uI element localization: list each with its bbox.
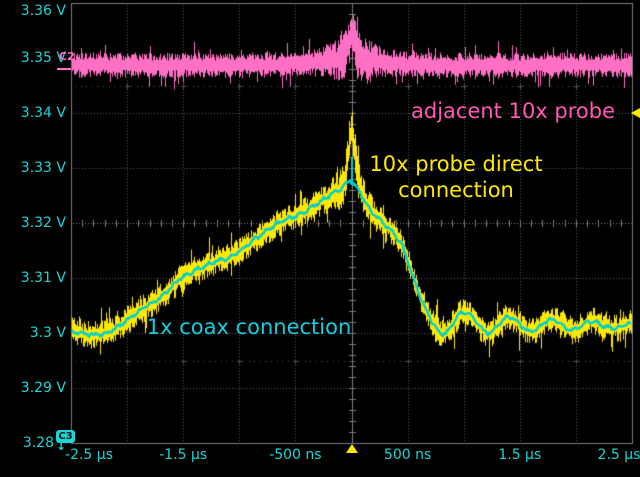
y-axis-label: 3.31 V <box>20 270 66 286</box>
trigger-level-marker-icon <box>631 108 640 118</box>
y-axis-label: 3.29 V <box>20 380 66 396</box>
channel3-offscreen-arrow-icon: ↓ <box>56 439 67 453</box>
x-axis-label: -500 ns <box>269 447 322 463</box>
annotation-10x-probe-direct-connection: 10x probe direct connection <box>326 151 586 203</box>
y-axis-label: 3.34 V <box>20 105 66 121</box>
x-axis-label: 2.5 µs <box>597 447 640 463</box>
annotation-adjacent-10x-probe: adjacent 10x probe <box>410 99 616 123</box>
annotation-1x-coax-connection: 1x coax connection <box>146 315 352 339</box>
x-axis-label: -1.5 µs <box>159 447 208 463</box>
channel2-indicator-label: C2 <box>59 50 75 63</box>
y-axis-label: 3.28 <box>22 435 54 451</box>
y-axis-label: 3.33 V <box>20 160 66 176</box>
y-axis-label: 3.36 V <box>20 3 66 19</box>
x-axis-label: 500 ns <box>383 447 432 463</box>
channel3-badge: C3 <box>56 430 75 443</box>
y-axis-label: 3.32 V <box>20 215 66 231</box>
y-axis-label: 3.3 V <box>29 325 66 341</box>
annotation-line-2: connection <box>398 178 514 202</box>
annotation-line-1: 10x probe direct <box>369 152 543 176</box>
x-axis-label: 1.5 µs <box>498 447 542 463</box>
trigger-time-marker-icon <box>346 444 358 453</box>
x-axis-label: -2.5 µs <box>65 447 113 463</box>
channel2-level-dash <box>57 68 71 70</box>
y-axis-label: 3.35 V <box>20 50 66 66</box>
